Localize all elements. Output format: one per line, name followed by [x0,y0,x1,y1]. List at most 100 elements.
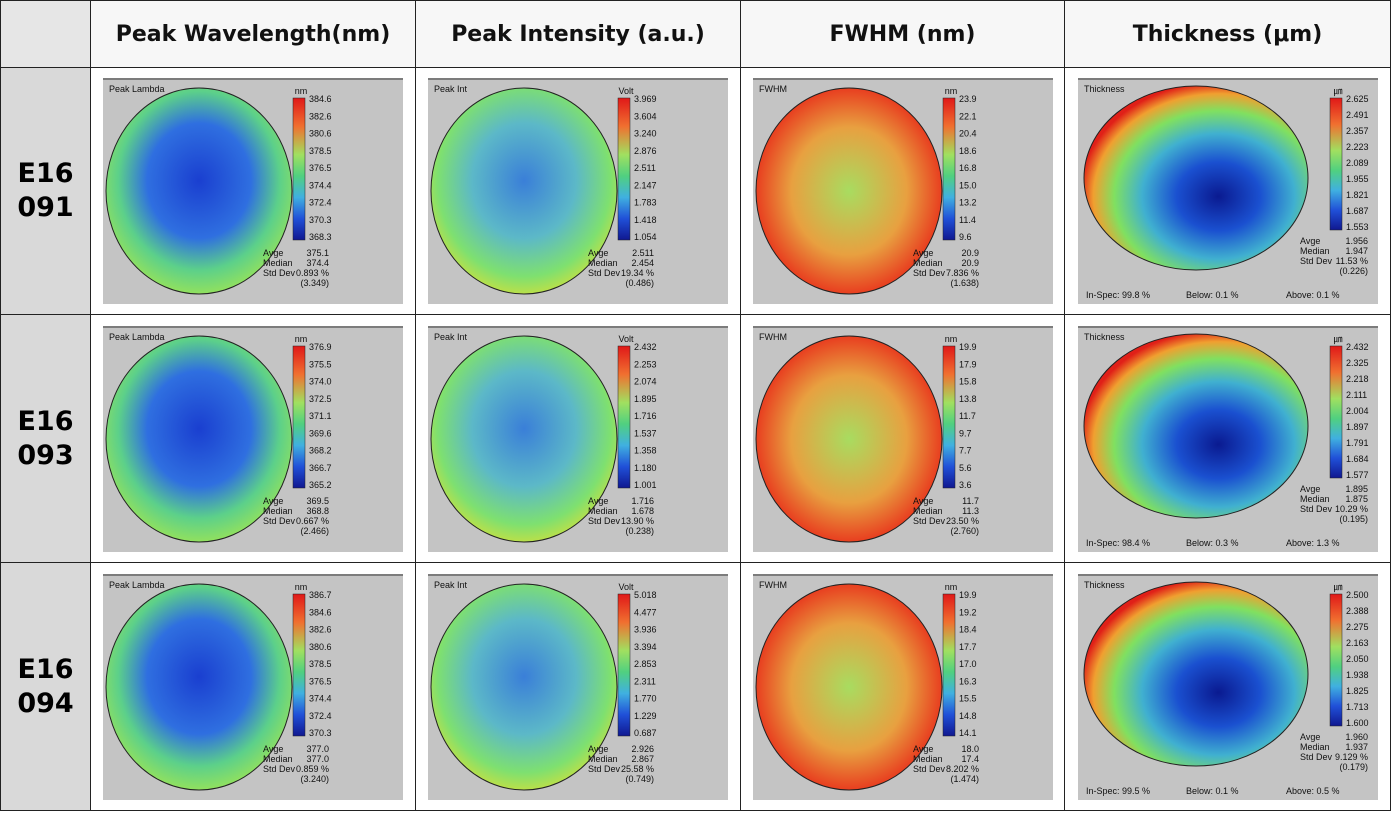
scale-label: 7.7 [959,445,972,455]
map-title: Thickness [1084,332,1125,342]
scale-label: 384.6 [309,94,332,104]
scale-label: 2.876 [634,146,657,156]
scale-label: 2.432 [634,342,657,352]
spec-summary: Below: 0.1 % [1186,290,1239,300]
scale-label: 369.6 [309,428,332,438]
scale-label: 18.6 [959,146,977,156]
scale-label: 370.3 [309,728,332,738]
map-cell: Peak Int Volt 2.432 2.253 2.074 1.895 1.716 1.5… [415,314,741,563]
stat-value: 7.836 % [945,268,978,278]
scale-label: 368.3 [309,232,332,242]
stat-value: 1.937 [1345,742,1368,752]
stat-value: 369.5 [306,496,329,506]
scale-label: 2.491 [1346,110,1369,120]
scale-label: 3.604 [634,111,657,121]
scale-label: 384.6 [309,607,332,617]
stat-label: Avge [263,496,283,506]
scale-label: 1.418 [634,215,657,225]
wafer [1083,581,1308,766]
map-title: Peak Lambda [109,580,165,590]
stat-value: (1.638) [950,278,979,288]
spec-summary: Below: 0.3 % [1186,538,1239,548]
scale-unit: nm [295,86,308,96]
scale-label: 375.5 [309,359,332,369]
map-cell: Peak Int Volt 3.969 3.604 3.240 2.876 2.511 2.1… [415,67,741,315]
scale-label: 1.897 [1346,422,1369,432]
scale-label: 2.253 [634,359,657,369]
stat-label: Avge [913,744,933,754]
stat-label: Std Dev [588,764,621,774]
stat-label: Avge [263,248,283,258]
scale-label: 19.9 [959,342,977,352]
wafer [755,335,942,542]
corner-cell [0,0,91,68]
map-cell: Thickness ㎛ 2.500 2.388 2.275 2.163 2.050 1.938… [1064,562,1391,811]
stat-label: Std Dev [913,764,946,774]
map-cell: Peak Lambda nm 376.9 375.5 374.0 372.5 371.1 36… [90,314,416,563]
stat-value: (0.486) [625,278,654,288]
scale-label: 1.955 [1346,174,1369,184]
stat-value: 11.7 [962,496,979,506]
scale-label: 2.089 [1346,158,1369,168]
stat-label: Median [913,506,943,516]
scale-label: 368.2 [309,445,332,455]
scale-label: 17.0 [959,659,977,669]
scale-label: 1.770 [634,693,657,703]
scale-label: 5.018 [634,590,657,600]
stat-value: 374.4 [306,258,329,268]
scale-label: 3.969 [634,94,657,104]
color-bar [292,97,306,241]
color-bar [1329,593,1342,726]
stat-value: 377.0 [306,744,329,754]
scale-label: 1.684 [1346,454,1369,464]
scale-unit: nm [944,334,957,344]
map-cell: Thickness ㎛ 2.625 2.491 2.357 2.223 2.089 1.955… [1064,67,1391,315]
map-cell: FWHM nm 19.9 17.9 15.8 13.8 11.7 9.7 7.7 5.6 3.6 Av… [740,314,1065,563]
stat-label: Avge [1300,484,1320,494]
row-label-line: E16 [17,653,74,685]
scale-label: 1.783 [634,198,657,208]
stat-label: Median [263,506,293,516]
scale-label: 365.2 [309,480,332,490]
stat-label: Std Dev [588,516,621,526]
scale-label: 1.895 [634,393,657,403]
stat-label: Std Dev [913,516,946,526]
wafer [430,583,618,790]
map-cell: Peak Lambda nm 386.7 384.6 382.6 380.6 378.5 37… [90,562,416,811]
stat-label: Std Dev [913,268,946,278]
scale-label: 19.9 [959,590,977,600]
scale-label: 1.537 [634,428,657,438]
stat-label: Median [913,754,943,764]
scale-unit: Volt [618,582,634,592]
scale-label: 2.625 [1346,94,1369,104]
stat-label: Median [588,754,618,764]
stat-label: Median [1300,246,1330,256]
scale-label: 372.5 [309,393,332,403]
scale-label: 2.357 [1346,126,1369,136]
stat-label: Avge [913,496,933,506]
color-bar [617,593,631,736]
scale-label: 372.4 [309,710,332,720]
stat-label: Median [1300,742,1330,752]
stat-value: (2.466) [300,526,329,536]
stat-label: Std Dev [588,268,621,278]
row-label-line: E16 [17,405,74,437]
stat-value: 17.4 [961,754,979,764]
scale-label: 1.358 [634,445,657,455]
scale-label: 1.716 [634,411,657,421]
wafer [755,87,942,295]
color-bar [1329,345,1342,478]
scale-unit: nm [944,86,957,96]
scale-label: 2.163 [1346,638,1369,648]
wafer [1083,85,1308,271]
scale-label: 374.4 [309,693,332,703]
wafer [105,87,293,295]
column-header: FWHM (nm) [740,0,1065,68]
scale-label: 382.6 [309,624,332,634]
stat-label: Std Dev [263,764,296,774]
